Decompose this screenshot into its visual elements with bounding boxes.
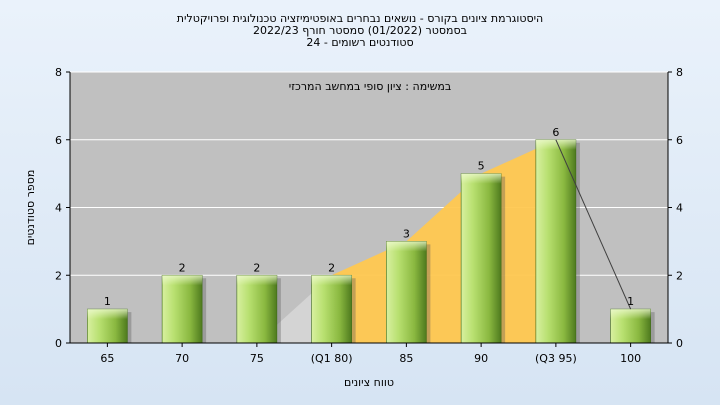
bar-highlight	[162, 275, 203, 286]
bar-highlight	[236, 275, 277, 286]
data-label: 6	[552, 126, 559, 139]
x-tick-label: 90	[474, 352, 488, 365]
y-tick-label-left: 2	[55, 269, 62, 282]
data-label: 3	[403, 227, 410, 240]
bar	[386, 241, 427, 344]
data-label: 1	[627, 295, 634, 308]
bar	[236, 274, 278, 344]
data-label: 5	[478, 160, 485, 173]
y-tick-label-right: 2	[676, 269, 683, 282]
y-tick-label-right: 8	[676, 66, 683, 79]
bar	[311, 274, 352, 344]
data-label: 1	[104, 295, 111, 308]
data-label: 2	[328, 261, 335, 274]
chart-title-line-0: היסטוגרמת ציונים בקורס - נושאים נבחרים ב…	[177, 12, 544, 25]
data-label: 2	[179, 261, 186, 274]
bar-highlight	[461, 173, 502, 184]
x-tick-label: 70	[175, 352, 189, 365]
y-tick-label-right: 4	[676, 202, 683, 215]
bar	[161, 274, 203, 344]
y-tick-label-left: 8	[55, 66, 62, 79]
y-tick-label-right: 6	[676, 134, 683, 147]
y-tick-label-left: 6	[55, 134, 62, 147]
bar-highlight	[386, 241, 427, 252]
bar-highlight	[311, 275, 352, 286]
x-axis-title: טווח ציונים	[344, 376, 394, 389]
bar-highlight	[610, 309, 651, 320]
chart-title-line-2: סטודנטים רשומים - 24	[306, 36, 413, 49]
x-tick-label: (Q3 95)	[535, 352, 577, 365]
x-tick-label: (Q1 80)	[311, 352, 353, 365]
y-tick-label-left: 4	[55, 202, 62, 215]
x-tick-label: 85	[399, 352, 413, 365]
bar	[460, 173, 502, 344]
y-tick-label-right: 0	[676, 337, 683, 350]
chart-annotation: במשימה : ציון סופי במחשב המרכזי	[289, 80, 452, 93]
x-tick-label: 65	[100, 352, 114, 365]
data-label: 2	[253, 261, 260, 274]
trend-line	[555, 139, 632, 310]
x-tick-label: 100	[620, 352, 641, 365]
y-tick-label-left: 0	[55, 337, 62, 350]
bar-highlight	[87, 309, 128, 320]
y-axis-title: מספר סטודנטים	[24, 170, 37, 246]
chart-title-line-1: בסמסטר (01/2022) סמסטר חורף 2022/23	[253, 24, 467, 37]
bar-highlight	[535, 139, 576, 150]
x-tick-label: 75	[250, 352, 264, 365]
